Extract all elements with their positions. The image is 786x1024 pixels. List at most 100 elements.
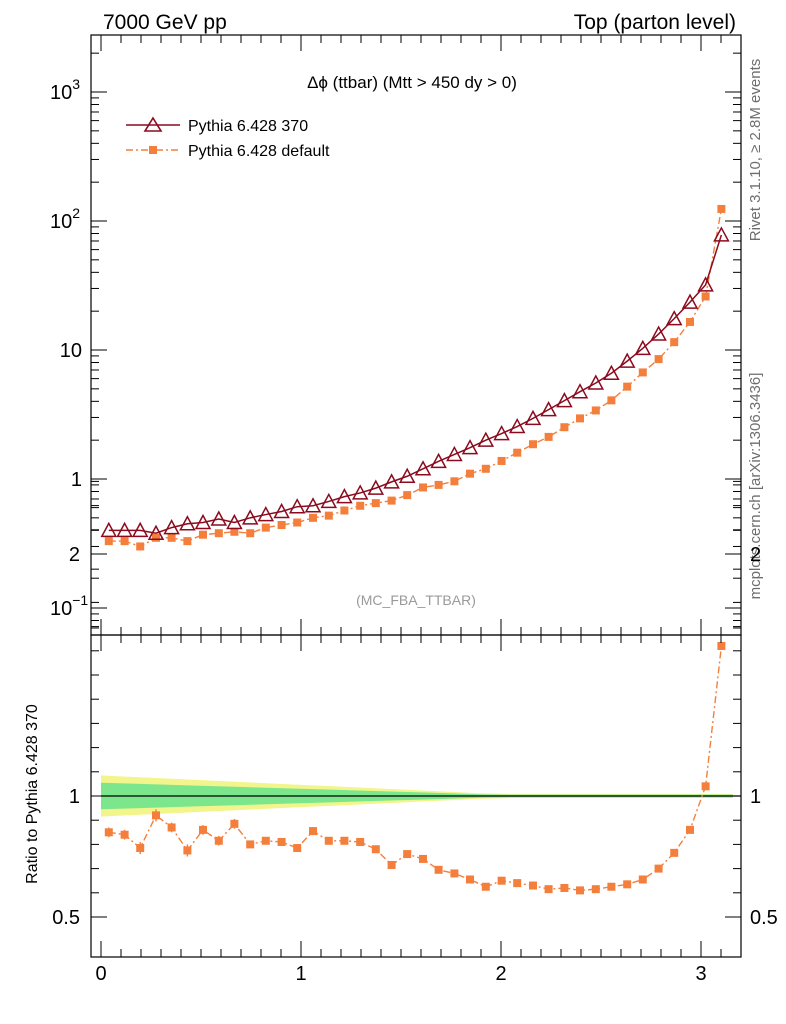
ratio-point-default: [340, 836, 349, 845]
ratio-point-default: [607, 882, 616, 891]
data-point-370: [618, 352, 636, 368]
data-point-default: [136, 542, 145, 551]
data-point-370: [179, 515, 196, 531]
data-point-default: [466, 469, 474, 478]
ratio-point-default: [371, 845, 380, 854]
y-tick-label: 10−1: [50, 592, 88, 620]
ratio-point-default: [481, 882, 490, 891]
upper-content: [100, 204, 730, 551]
ratio-y-tick-label-left: 1: [69, 786, 80, 808]
data-point-370: [556, 392, 573, 408]
data-point-370: [100, 521, 118, 538]
legend-label-370: Pythia 6.428 370: [188, 118, 308, 135]
data-point-370: [493, 424, 510, 441]
data-point-370: [414, 460, 432, 476]
data-point-370: [320, 492, 338, 509]
legend-marker-370: [143, 116, 163, 132]
plot-title: Δϕ (ttbar) (Mtt > 450 dy > 0): [307, 73, 517, 92]
data-point-370: [147, 524, 165, 540]
main-plot: 10−1 1 10 102 103 Δϕ (ttbar) (Mtt > 450 dy >…: [50, 34, 742, 636]
data-point-370: [367, 479, 385, 495]
ratio-point-default: [513, 879, 522, 888]
legend-item-default: Pythia 6.428 default: [126, 143, 330, 160]
x-tick-label: 1: [295, 963, 306, 985]
legend-item-370: Pythia 6.428 370: [126, 116, 308, 135]
x-tick-label: 3: [695, 963, 706, 985]
data-point-default: [450, 477, 459, 486]
ratio-point-default: [230, 819, 239, 828]
y-tick-label: 10: [60, 340, 82, 362]
data-point-default: [419, 483, 427, 492]
y-tick-exponent: −1: [72, 592, 88, 608]
ratio-point-default: [214, 836, 223, 845]
series-line-default: [108, 208, 723, 548]
ratio-y-tick-label-left: 0.5: [52, 907, 80, 929]
data-point-370: [257, 505, 275, 522]
ratio-point-default: [293, 844, 302, 853]
data-point-default: [371, 499, 380, 508]
ratio-point-default: [497, 876, 506, 885]
legend: Pythia 6.428 370 Pythia 6.428 default: [126, 116, 330, 160]
ratio-point-default: [701, 782, 710, 791]
data-point-370: [713, 226, 730, 242]
header-right: Top (parton level): [574, 11, 736, 34]
ratio-point-default: [120, 830, 129, 839]
data-point-370: [571, 383, 589, 399]
data-point-370: [210, 510, 228, 526]
data-point-370: [336, 488, 353, 504]
data-point-370: [477, 431, 495, 447]
data-point-370: [226, 513, 243, 530]
data-point-default: [183, 537, 192, 546]
ratio-point-default: [324, 836, 333, 845]
ratio-point-default: [670, 848, 679, 857]
data-point-default: [513, 448, 522, 457]
data-point-default: [387, 496, 396, 505]
ratio-y-tick-label-left: 2: [69, 544, 80, 566]
data-point-370: [304, 497, 322, 513]
data-point-default: [104, 537, 113, 546]
ratio-point-default: [403, 850, 412, 859]
data-point-370: [697, 276, 714, 292]
data-point-370: [446, 445, 463, 462]
data-point-default: [214, 529, 223, 538]
data-point-default: [544, 432, 553, 441]
data-point-default: [324, 511, 333, 520]
ratio-ylabel: Ratio to Pythia 6.428 370: [24, 704, 41, 884]
data-point-default: [356, 501, 365, 510]
data-point-default: [434, 480, 443, 489]
ratio-point-default: [560, 883, 569, 892]
data-point-370: [398, 467, 416, 484]
ratio-point-default: [104, 828, 113, 837]
ratio-point-default: [638, 875, 647, 884]
mcplots-note: mcplots.cern.ch [arXiv:1306.3436]: [747, 373, 764, 600]
ratio-point-default: [167, 823, 176, 832]
data-point-default: [340, 506, 349, 515]
ratio-y-tick-label-right: 0.5: [750, 907, 778, 929]
ratio-point-default: [576, 886, 584, 895]
ratio-point-default: [529, 881, 537, 890]
ratio-point-default: [183, 846, 192, 855]
ratio-point-default: [419, 854, 427, 863]
data-point-default: [309, 513, 317, 522]
data-point-default: [529, 440, 537, 449]
data-point-default: [576, 414, 584, 423]
data-point-default: [607, 396, 616, 405]
ratio-point-default: [387, 860, 396, 869]
ratio-point-default: [623, 880, 632, 889]
x-tick-label: 0: [95, 963, 106, 985]
data-point-default: [152, 533, 160, 542]
ratio-point-default: [591, 885, 600, 894]
data-point-370: [273, 502, 290, 519]
data-point-default: [654, 355, 663, 364]
y-tick-exponent: 2: [72, 205, 80, 221]
data-point-default: [717, 204, 726, 213]
data-point-default: [670, 338, 679, 347]
y-tick-label: 102: [50, 205, 80, 233]
data-point-default: [293, 518, 302, 527]
y-tick-label: 103: [50, 76, 80, 104]
ratio-point-default: [356, 837, 365, 846]
ratio-point-default: [544, 885, 553, 894]
data-point-default: [497, 456, 506, 465]
ratio-band: [101, 641, 741, 895]
